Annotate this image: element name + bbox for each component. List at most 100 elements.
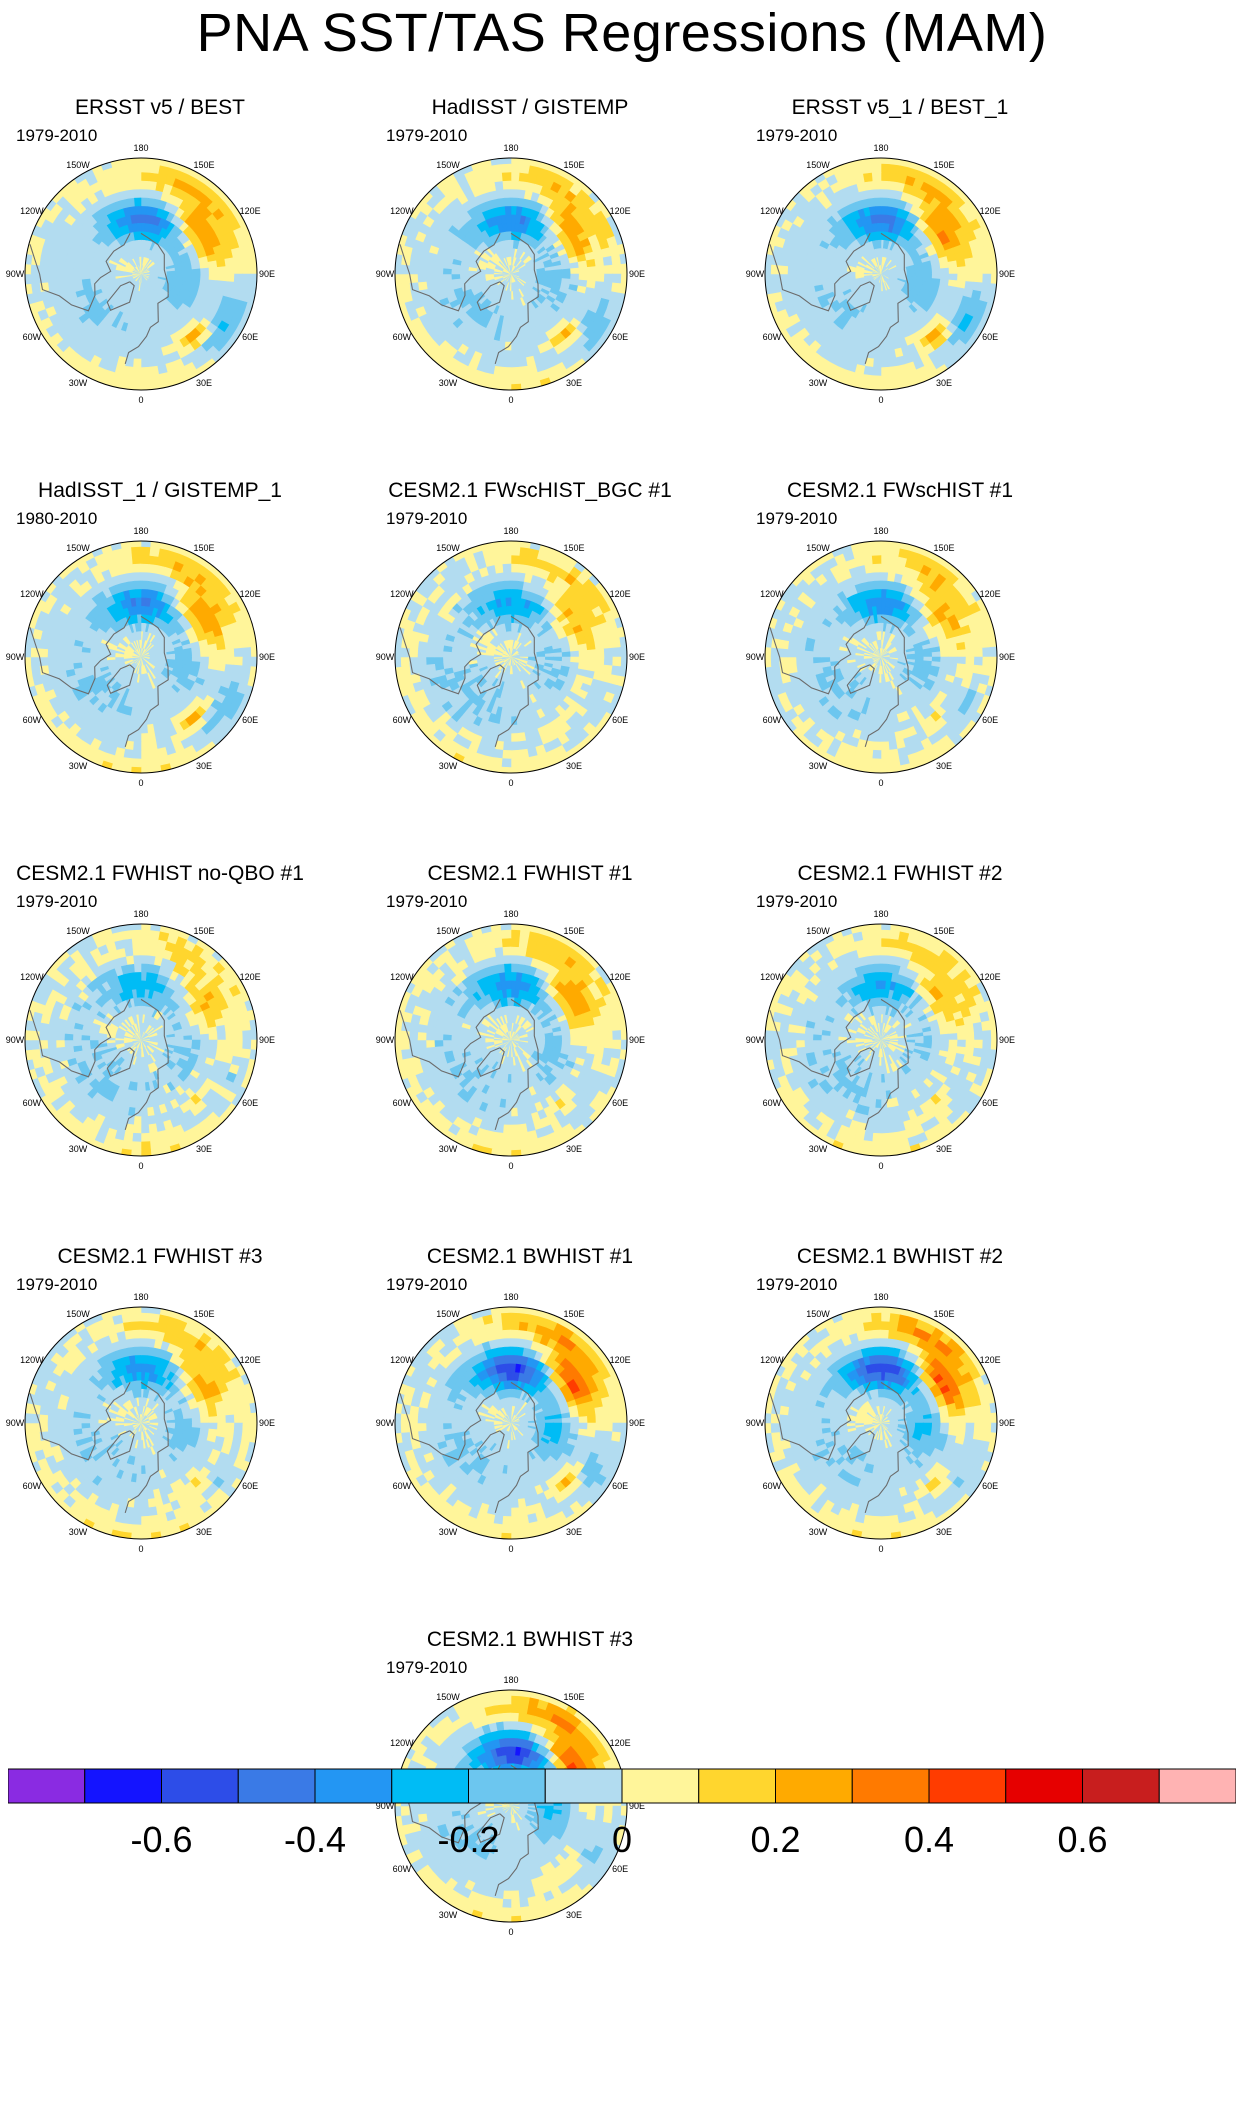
field-cell	[240, 254, 251, 266]
field-cell	[876, 231, 882, 241]
field-cell	[510, 572, 519, 582]
field-cell	[134, 197, 142, 207]
regression-field	[25, 541, 257, 773]
field-cell	[132, 563, 142, 574]
field-cell	[127, 197, 136, 208]
field-cell	[861, 164, 873, 175]
field-cell	[510, 546, 521, 557]
field-cell	[510, 673, 514, 683]
field-cell	[133, 572, 142, 582]
field-cell	[31, 665, 42, 677]
longitude-label: 0	[138, 778, 143, 788]
field-cell	[30, 273, 41, 284]
field-cell	[620, 273, 627, 285]
field-cell	[888, 365, 899, 376]
field-cell	[510, 580, 518, 590]
field-cell	[417, 648, 428, 658]
longitude-label: 120E	[240, 206, 261, 216]
field-cell	[611, 264, 622, 275]
field-cell	[870, 383, 882, 390]
field-cell	[459, 656, 470, 662]
field-cell	[115, 273, 125, 277]
field-cell	[931, 268, 941, 275]
field-cell	[517, 348, 527, 359]
field-cell	[140, 690, 146, 700]
field-cell	[602, 639, 613, 650]
field-cell	[140, 732, 149, 742]
field-cell	[510, 757, 521, 768]
field-cell	[880, 366, 891, 376]
field-cell	[120, 541, 132, 550]
field-cell	[140, 580, 148, 590]
longitude-label: 180	[133, 143, 148, 153]
field-cell	[501, 366, 512, 376]
field-cell	[56, 656, 66, 665]
map-border	[394, 157, 628, 391]
longitude-label: 90W	[6, 652, 25, 662]
field-cell	[434, 662, 445, 671]
field-cell	[149, 373, 161, 384]
field-cell	[127, 580, 136, 591]
field-cell	[880, 383, 892, 390]
field-cell	[873, 189, 882, 199]
field-cell	[502, 180, 512, 191]
field-cell	[501, 757, 512, 768]
field-cell	[879, 265, 882, 275]
longitude-label: 150W	[66, 160, 90, 170]
field-cell	[516, 723, 525, 734]
field-cell	[510, 307, 516, 317]
field-cell	[134, 580, 142, 590]
field-cell	[506, 222, 512, 233]
longitude-label: 150W	[66, 543, 90, 553]
field-cell	[578, 267, 588, 275]
field-cell	[880, 324, 887, 334]
field-cell	[150, 158, 162, 167]
field-cell	[174, 652, 184, 658]
field-cell	[250, 263, 257, 275]
field-cell	[796, 266, 806, 275]
field-cell	[518, 739, 528, 750]
field-cell	[610, 637, 621, 649]
field-cell	[198, 644, 209, 653]
field-cell	[241, 264, 252, 275]
field-cell	[922, 269, 933, 275]
field-cell	[131, 555, 142, 565]
longitude-label: 60W	[23, 332, 42, 342]
field-cell	[123, 172, 134, 183]
longitude-label: 30W	[69, 761, 88, 771]
field-cell	[233, 656, 243, 667]
field-cell	[948, 273, 958, 281]
field-cell	[973, 264, 983, 275]
field-cell	[871, 172, 882, 182]
panel-period: 1979-2010	[16, 126, 98, 145]
field-cell	[135, 597, 142, 607]
field-cell	[874, 206, 882, 216]
field-cell	[510, 163, 521, 174]
field-cell	[796, 280, 807, 290]
field-cell	[889, 373, 901, 384]
field-cell	[140, 366, 151, 376]
field-cell	[241, 273, 252, 284]
field-cell	[585, 258, 596, 268]
field-cell	[443, 273, 453, 281]
field-cell	[140, 172, 151, 182]
field-cell	[174, 269, 184, 275]
field-cell	[938, 261, 949, 270]
field-cell	[443, 278, 454, 287]
field-cell	[865, 189, 875, 200]
field-cell	[451, 656, 461, 663]
field-cell	[880, 349, 889, 359]
longitude-label: 30E	[196, 761, 212, 771]
field-cell	[861, 373, 873, 384]
field-cell	[620, 656, 627, 668]
field-cell	[880, 298, 885, 309]
field-cell	[855, 273, 865, 277]
field-cell	[106, 656, 117, 661]
field-cell	[73, 656, 83, 664]
map-border	[764, 157, 998, 391]
field-cell	[914, 269, 924, 275]
longitude-label: 90E	[259, 652, 275, 662]
field-cell	[578, 273, 588, 281]
field-cell	[964, 273, 975, 283]
